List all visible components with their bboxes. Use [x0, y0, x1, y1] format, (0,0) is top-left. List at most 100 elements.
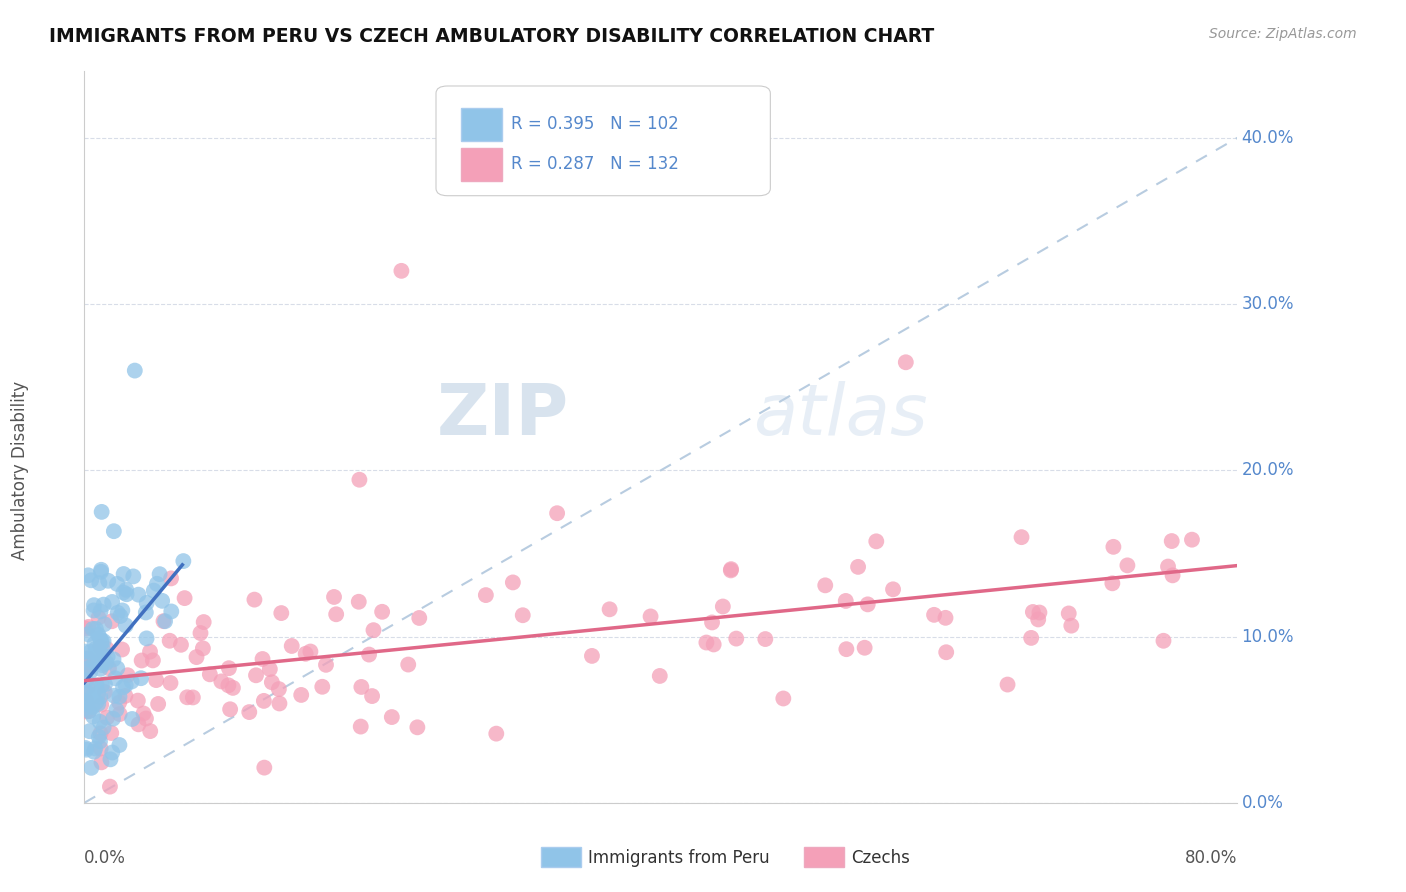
Point: [91, 648, 114, 663]
Point: [700, 615, 723, 630]
Point: [112, 680, 135, 694]
Point: [145, 673, 167, 687]
Point: [115, 587, 138, 601]
Point: [101, 746, 124, 760]
Text: ZIP: ZIP: [436, 381, 568, 450]
Point: [84, 622, 107, 636]
Point: [96, 641, 118, 656]
Point: [90, 635, 112, 649]
Text: Immigrants from Peru: Immigrants from Peru: [588, 849, 769, 867]
Point: [1101, 576, 1123, 591]
Point: [160, 571, 183, 585]
Point: [90, 698, 112, 712]
Point: [75, 705, 97, 719]
Point: [127, 693, 149, 707]
Point: [315, 657, 337, 672]
Point: [75, 685, 97, 699]
Point: [238, 705, 260, 719]
Point: [108, 696, 131, 710]
Point: [77, 652, 100, 666]
Point: [703, 637, 725, 651]
Point: [82, 690, 104, 704]
Point: [1011, 530, 1033, 544]
Point: [581, 648, 603, 663]
Point: [89, 662, 111, 676]
Point: [280, 639, 302, 653]
Point: [132, 706, 155, 721]
Point: [124, 363, 146, 377]
Point: [75, 693, 97, 707]
Point: [406, 720, 429, 734]
Point: [357, 648, 380, 662]
Point: [754, 632, 776, 646]
Point: [129, 671, 152, 685]
Point: [93, 634, 115, 648]
Point: [1153, 633, 1175, 648]
Point: [640, 609, 662, 624]
Point: [1102, 540, 1125, 554]
Point: [290, 688, 312, 702]
Point: [80, 761, 103, 775]
Point: [90, 565, 112, 579]
Point: [77, 661, 100, 675]
Point: [103, 652, 125, 666]
Point: [381, 710, 404, 724]
Point: [115, 582, 138, 597]
Point: [91, 658, 114, 673]
Point: [93, 598, 115, 612]
Point: [245, 668, 267, 682]
Point: [103, 524, 125, 539]
Point: [122, 569, 145, 583]
Point: [711, 599, 734, 614]
Point: [127, 588, 149, 602]
Point: [350, 680, 373, 694]
Text: 80.0%: 80.0%: [1185, 849, 1237, 867]
Point: [475, 588, 498, 602]
Point: [311, 680, 333, 694]
Point: [108, 690, 131, 704]
Point: [84, 681, 107, 696]
Point: [77, 651, 100, 665]
Point: [100, 726, 122, 740]
Point: [835, 642, 858, 657]
Point: [139, 645, 162, 659]
Point: [1181, 533, 1204, 547]
Point: [89, 576, 111, 591]
Point: [105, 661, 128, 675]
Point: [77, 568, 100, 582]
Text: 10.0%: 10.0%: [1241, 628, 1294, 646]
Point: [146, 577, 169, 591]
Point: [77, 620, 100, 634]
Point: [152, 614, 174, 628]
Point: [1028, 606, 1050, 620]
Point: [73, 701, 96, 715]
Point: [363, 623, 385, 637]
Point: [882, 582, 904, 597]
Point: [75, 695, 97, 709]
Point: [259, 662, 281, 676]
Point: [114, 678, 136, 692]
Point: [1060, 618, 1083, 632]
Point: [173, 591, 195, 606]
Point: [856, 598, 879, 612]
Point: [720, 563, 742, 577]
Point: [84, 641, 107, 656]
Point: [75, 685, 97, 699]
Text: Czechs: Czechs: [851, 849, 910, 867]
Point: [193, 615, 215, 629]
Point: [172, 554, 194, 568]
Point: [894, 355, 917, 369]
Point: [86, 678, 108, 692]
Text: 0.0%: 0.0%: [1241, 794, 1284, 812]
Point: [190, 626, 212, 640]
Point: [725, 632, 748, 646]
Point: [82, 700, 104, 714]
Point: [159, 633, 181, 648]
Point: [90, 756, 112, 770]
Point: [131, 653, 153, 667]
Point: [89, 690, 111, 704]
Point: [83, 598, 105, 612]
Point: [149, 567, 172, 582]
Point: [485, 726, 508, 740]
Point: [94, 677, 117, 691]
